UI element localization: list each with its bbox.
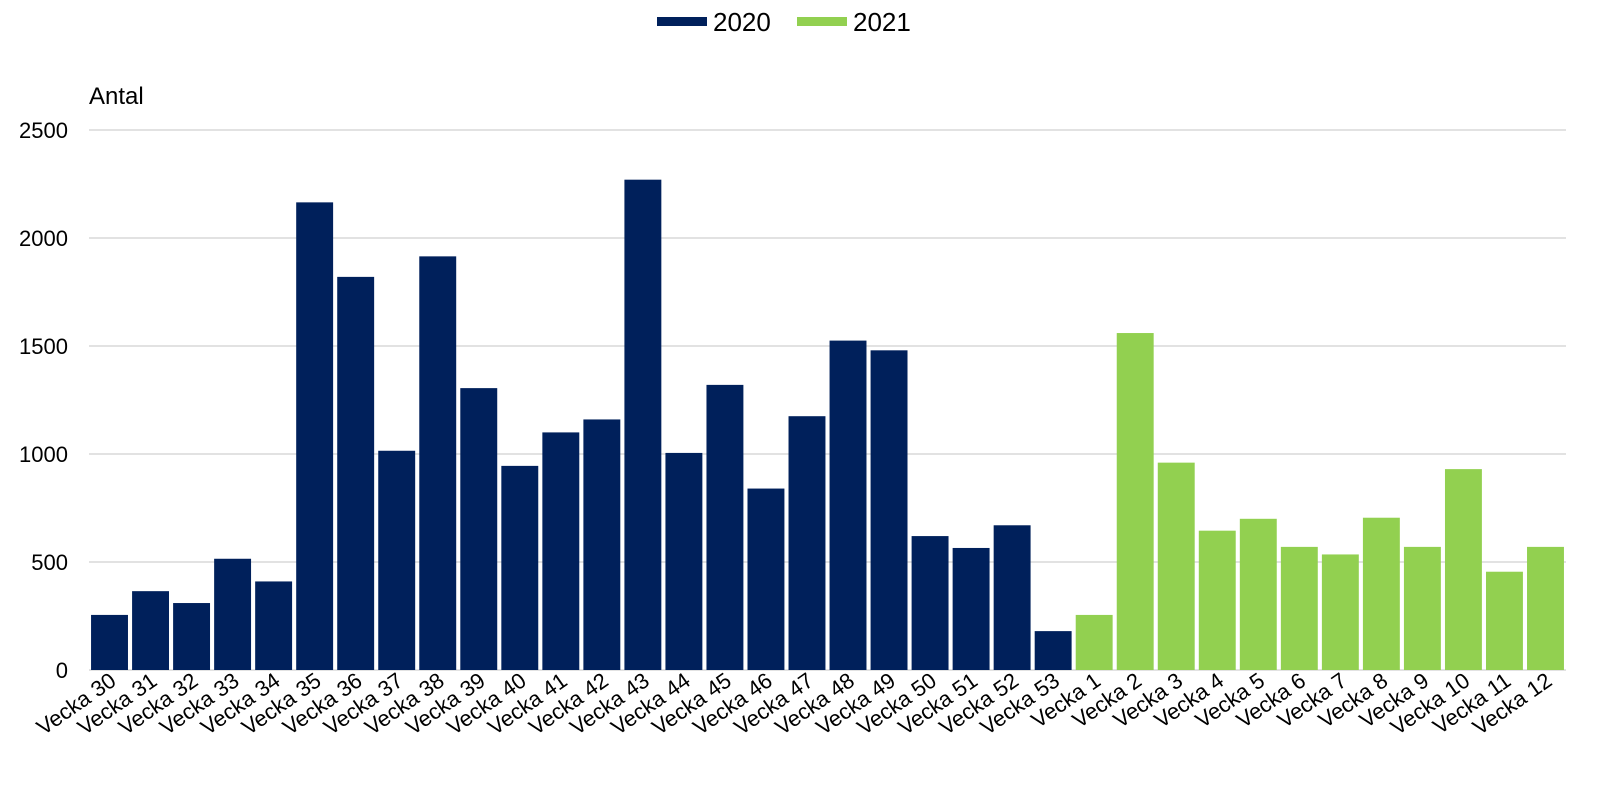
y-axis-title: Antal xyxy=(89,83,144,110)
legend-swatch xyxy=(657,17,707,26)
y-tick-label: 1500 xyxy=(19,334,68,359)
bars xyxy=(91,179,1564,671)
bar xyxy=(173,603,211,670)
bar xyxy=(624,179,662,670)
bar xyxy=(1116,333,1154,670)
bar xyxy=(132,591,170,670)
bar xyxy=(1527,546,1564,670)
y-tick-label: 0 xyxy=(56,658,68,683)
y-tick-label: 500 xyxy=(31,550,68,575)
bar xyxy=(337,276,375,670)
bar xyxy=(747,488,785,670)
bar xyxy=(583,419,621,670)
y-tick-label: 2500 xyxy=(19,118,68,143)
legend-label: 2020 xyxy=(713,7,771,37)
y-axis-ticks: 0 500 1000 1500 2000 2500 xyxy=(19,118,68,683)
bar xyxy=(706,384,744,670)
bar xyxy=(91,614,128,670)
bar xyxy=(1321,554,1359,670)
bar xyxy=(214,558,252,670)
bar xyxy=(1198,530,1236,670)
bar xyxy=(296,202,334,671)
y-tick-label: 1000 xyxy=(19,442,68,467)
bar xyxy=(542,432,580,670)
bar xyxy=(1444,469,1482,670)
bar xyxy=(501,465,539,670)
bar xyxy=(255,581,293,670)
bar xyxy=(911,536,949,670)
legend-label: 2021 xyxy=(853,7,911,37)
bar xyxy=(1239,518,1277,670)
bar xyxy=(1075,614,1113,670)
bar xyxy=(1362,517,1400,670)
bar xyxy=(460,388,498,670)
bar xyxy=(1157,462,1195,670)
legend-swatch xyxy=(797,17,847,26)
bar xyxy=(870,350,908,670)
y-tick-label: 2000 xyxy=(19,226,68,251)
legend: 2020 2021 xyxy=(657,7,911,37)
gridlines xyxy=(89,129,1566,671)
bar xyxy=(829,340,867,670)
bar xyxy=(788,416,826,670)
bar xyxy=(1034,631,1072,670)
bar xyxy=(665,452,703,670)
bar xyxy=(378,450,416,670)
bar xyxy=(1280,546,1318,670)
bar xyxy=(952,547,990,670)
bar xyxy=(419,256,457,670)
bar xyxy=(1403,546,1441,670)
bar xyxy=(993,525,1031,670)
bar xyxy=(1485,571,1523,670)
